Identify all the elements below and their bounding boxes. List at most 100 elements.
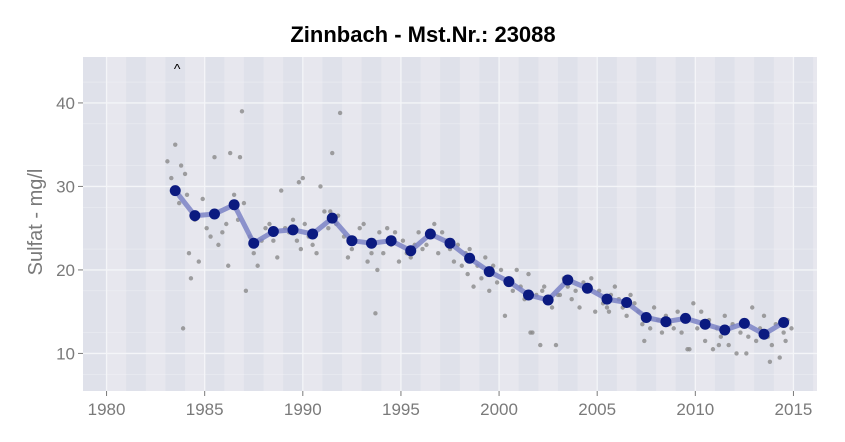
annual-mean-point: [621, 296, 633, 308]
data-point: [300, 175, 306, 181]
annual-mean-point: [208, 208, 220, 220]
year-band: [538, 57, 558, 391]
data-point: [569, 296, 574, 302]
data-point: [314, 251, 319, 256]
data-point: [642, 338, 647, 344]
data-point: [671, 326, 676, 331]
y-tick-label: 40: [56, 94, 75, 113]
data-point: [294, 238, 300, 243]
annual-mean-point: [640, 312, 652, 324]
data-point: [239, 109, 245, 114]
data-point: [424, 242, 429, 248]
data-point: [722, 313, 727, 319]
x-tick-label: 1995: [382, 400, 420, 419]
x-tick-label: 1990: [284, 400, 322, 419]
annual-mean-point: [365, 237, 377, 249]
year-band: [695, 57, 715, 391]
data-point: [226, 263, 231, 268]
x-tick-label: 1985: [186, 400, 224, 419]
data-point: [526, 271, 531, 277]
data-point: [263, 225, 268, 231]
data-point: [746, 334, 751, 339]
data-point: [290, 217, 296, 223]
data-point: [337, 110, 343, 116]
data-point: [553, 342, 559, 348]
annual-mean-point: [307, 228, 319, 240]
data-point: [744, 351, 749, 356]
x-tick-label: 2000: [480, 400, 518, 419]
annual-mean-point: [464, 252, 476, 264]
data-point: [640, 322, 645, 327]
data-point: [186, 251, 192, 256]
data-point: [628, 292, 633, 298]
data-point: [769, 342, 775, 348]
data-point: [624, 313, 629, 319]
data-point: [227, 150, 233, 156]
annual-mean-point: [189, 210, 201, 222]
data-point: [196, 259, 201, 264]
x-tick-label: 2015: [775, 400, 813, 419]
data-point: [483, 255, 488, 260]
data-point: [738, 330, 743, 335]
data-point: [275, 255, 280, 260]
data-point: [604, 305, 610, 310]
data-point: [675, 309, 680, 314]
annual-mean-point: [503, 276, 515, 288]
data-point: [173, 142, 178, 147]
data-point: [369, 251, 374, 256]
annual-mean-point: [228, 199, 240, 211]
data-point: [400, 238, 406, 243]
plot-panel: ^: [83, 57, 817, 391]
data-point: [679, 330, 684, 335]
annual-mean-point: [424, 228, 436, 240]
data-point: [734, 351, 739, 356]
annual-mean-point: [738, 317, 750, 329]
annual-mean-point: [758, 328, 770, 340]
data-point: [538, 342, 543, 348]
data-point: [328, 209, 333, 214]
data-point: [416, 230, 421, 235]
annual-mean-point: [719, 324, 731, 336]
data-point: [377, 230, 382, 235]
annual-mean-point: [287, 224, 299, 236]
data-point: [577, 305, 582, 310]
x-axis: 1980 1985 1990 1995 2000 2005 2010 2015: [88, 391, 813, 419]
data-point: [349, 246, 355, 252]
data-point: [182, 171, 188, 177]
data-point: [208, 234, 213, 239]
year-band: [813, 57, 817, 391]
data-point: [345, 255, 351, 260]
annual-mean-point: [778, 317, 790, 329]
annual-mean-point: [326, 212, 338, 224]
data-point: [241, 200, 247, 206]
annual-mean-point: [169, 185, 181, 197]
data-point: [573, 288, 578, 293]
data-point: [432, 221, 437, 227]
year-band: [263, 57, 284, 391]
year-band: [734, 57, 755, 391]
data-point: [188, 276, 194, 281]
data-point: [514, 267, 519, 273]
data-point: [467, 246, 472, 252]
data-point: [593, 309, 598, 314]
data-point: [459, 263, 464, 268]
plot-background: [83, 57, 817, 391]
year-band: [420, 57, 441, 391]
annual-mean-point: [248, 237, 260, 249]
data-point: [490, 263, 496, 268]
data-point: [699, 309, 704, 314]
data-point: [716, 342, 722, 348]
data-point: [216, 242, 221, 248]
data-point: [322, 209, 327, 214]
annual-mean-point: [444, 237, 456, 249]
data-point: [204, 225, 209, 231]
year-band: [185, 57, 205, 391]
annual-mean-point: [660, 316, 672, 328]
data-point: [487, 288, 492, 293]
data-point: [279, 188, 284, 193]
annual-mean-point: [346, 235, 358, 247]
year-band: [342, 57, 362, 391]
annual-mean-point: [699, 318, 711, 330]
data-point: [781, 330, 786, 335]
data-point: [589, 276, 594, 281]
